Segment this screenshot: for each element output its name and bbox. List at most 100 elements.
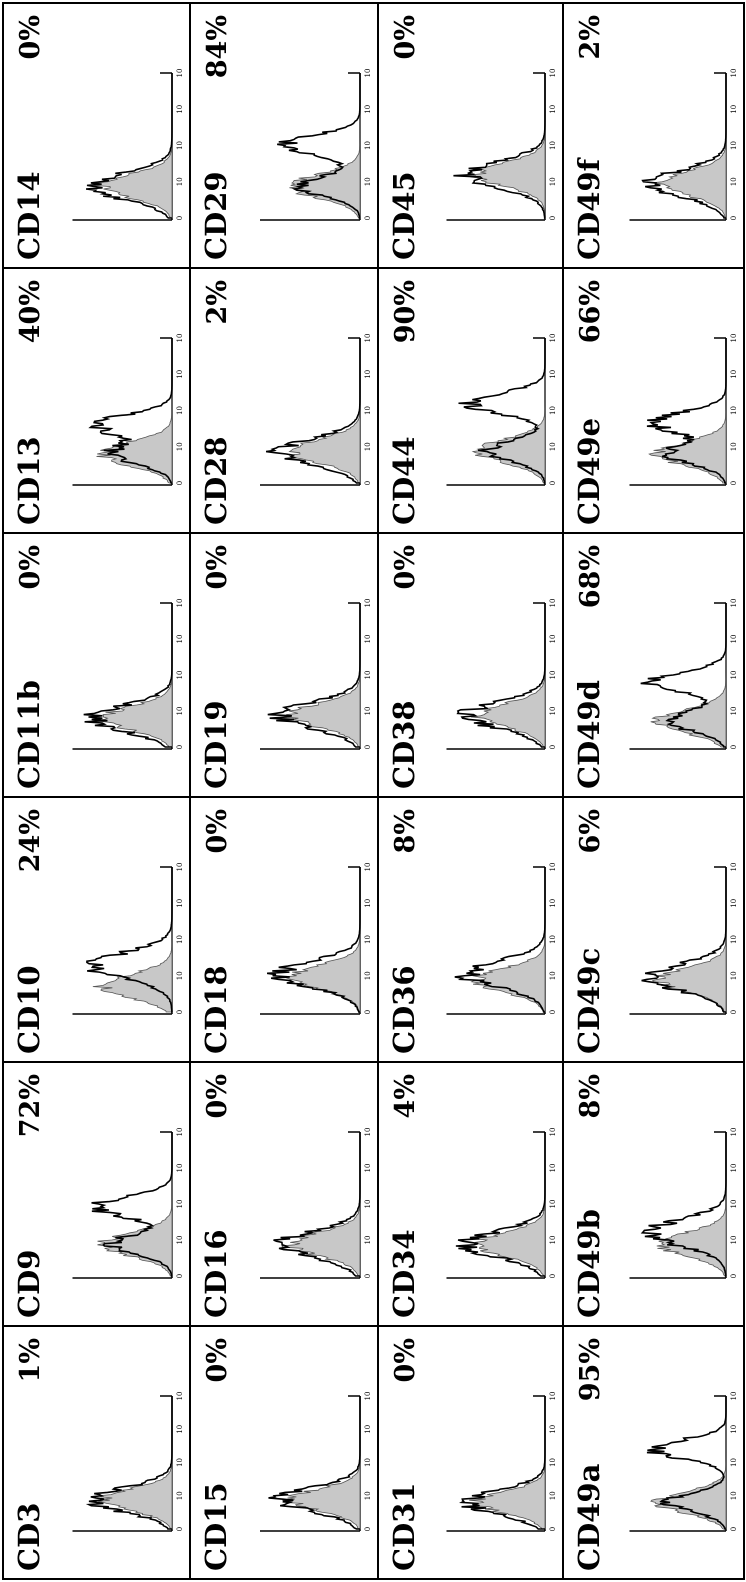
- tick-label: 10: [549, 1392, 557, 1401]
- percent-label: 24%: [15, 809, 46, 872]
- histogram-panel: CD49e 66% 0 10 10 10 10: [572, 280, 738, 525]
- marker-label: CD49d: [572, 680, 606, 789]
- tick-label: 10: [364, 1458, 372, 1467]
- tick-label: 10: [730, 1491, 738, 1500]
- tick-label: 10: [364, 1236, 372, 1245]
- tick-label: 10: [176, 334, 184, 343]
- marker-label: CD19: [199, 700, 233, 789]
- stained-histogram: [266, 867, 361, 1013]
- percent-label: 0%: [390, 545, 421, 589]
- histogram-panel: CD49c 6% 0 10 10 10 10: [572, 809, 738, 1054]
- percent-label: 6%: [575, 809, 606, 853]
- tick-label: 10: [549, 635, 557, 644]
- percent-label: 90%: [390, 280, 421, 343]
- tick-label: 10: [176, 69, 184, 78]
- stained-histogram: [88, 338, 173, 484]
- tick-label: 10: [730, 1392, 738, 1401]
- marker-label: CD44: [387, 436, 421, 525]
- tick-label: 10: [176, 1164, 184, 1173]
- histogram-panel: CD31 0% 0 10 10 10 10: [387, 1338, 557, 1571]
- control-histogram: [96, 338, 173, 484]
- tick-label: 10: [176, 971, 184, 980]
- tick-label: 10: [730, 599, 738, 608]
- tick-label: 10: [176, 671, 184, 680]
- tick-label: 0: [730, 1527, 738, 1531]
- tick-label: 0: [364, 1274, 372, 1278]
- percent-label: 0%: [202, 809, 233, 853]
- marker-label: CD49e: [572, 418, 606, 525]
- stained-histogram: [455, 1132, 546, 1277]
- histogram-panel: CD45 0% 0 10 10 10 10: [387, 15, 557, 260]
- stained-histogram: [85, 73, 173, 219]
- control-histogram: [470, 867, 546, 1013]
- tick-label: 10: [176, 370, 184, 379]
- tick-label: 10: [730, 141, 738, 150]
- tick-label: 10: [730, 971, 738, 980]
- tick-label: 0: [730, 1010, 738, 1014]
- tick-label: 10: [730, 442, 738, 451]
- control-histogram: [652, 867, 727, 1013]
- marker-label: CD15: [199, 1482, 233, 1571]
- histogram-panel: CD49b 8% 0 10 10 10 10: [572, 1074, 738, 1318]
- tick-label: 10: [549, 141, 557, 150]
- tick-label: 10: [176, 935, 184, 944]
- histogram-panel: CD14 0% 0 10 10 10 10: [12, 15, 184, 260]
- tick-label: 10: [364, 141, 372, 150]
- histogram-panel: CD49d 68% 0 10 10 10 10: [572, 545, 738, 789]
- marker-label: CD45: [387, 171, 421, 260]
- tick-label: 10: [730, 899, 738, 908]
- histogram-panel: CD34 4% 0 10 10 10 10: [387, 1074, 557, 1318]
- control-histogram: [650, 603, 727, 748]
- marker-label: CD9: [12, 1250, 46, 1318]
- histogram-panel: CD49f 2% 0 10 10 10 10: [572, 15, 738, 260]
- tick-label: 10: [549, 442, 557, 451]
- stained-histogram: [273, 1132, 361, 1277]
- stained-histogram: [459, 1396, 546, 1530]
- tick-label: 10: [364, 105, 372, 114]
- marker-label: CD3: [12, 1503, 46, 1571]
- tick-label: 10: [549, 1164, 557, 1173]
- tick-label: 10: [176, 863, 184, 872]
- marker-label: CD18: [199, 965, 233, 1054]
- marker-label: CD10: [12, 965, 46, 1054]
- stained-histogram: [268, 1396, 361, 1530]
- marker-label: CD36: [387, 965, 421, 1054]
- tick-label: 10: [176, 177, 184, 186]
- tick-label: 10: [730, 406, 738, 415]
- marker-label: CD34: [387, 1229, 421, 1318]
- tick-label: 10: [549, 177, 557, 186]
- histogram-panel: CD29 84% 0 10 10 10 10: [199, 15, 372, 260]
- control-histogram: [651, 73, 727, 219]
- control-histogram: [283, 603, 361, 748]
- tick-label: 10: [549, 599, 557, 608]
- tick-label: 0: [549, 216, 557, 220]
- marker-label: CD29: [199, 171, 233, 260]
- tick-label: 0: [549, 1010, 557, 1014]
- marker-label: CD31: [387, 1482, 421, 1571]
- histogram-panel: CD44 90% 0 10 10 10 10: [387, 280, 557, 525]
- tick-label: 10: [730, 105, 738, 114]
- tick-label: 0: [549, 1274, 557, 1278]
- marker-label: CD28: [199, 436, 233, 525]
- marker-label: CD16: [199, 1229, 233, 1318]
- marker-label: CD49c: [572, 948, 606, 1054]
- histogram-panel: CD10 24% 0 10 10 10 10: [12, 809, 184, 1054]
- percent-label: 0%: [202, 545, 233, 589]
- control-histogram: [282, 1396, 361, 1530]
- histogram-panel: CD16 0% 0 10 10 10 10: [199, 1074, 372, 1318]
- tick-label: 0: [176, 1527, 184, 1531]
- percent-label: 72%: [15, 1074, 46, 1137]
- tick-label: 10: [730, 863, 738, 872]
- stained-histogram: [641, 73, 727, 219]
- tick-label: 10: [549, 334, 557, 343]
- stained-histogram: [640, 1132, 727, 1277]
- tick-label: 10: [176, 442, 184, 451]
- histogram-panel: CD36 8% 0 10 10 10 10: [387, 809, 557, 1054]
- histogram-panel: CD15 0% 0 10 10 10 10: [199, 1338, 372, 1571]
- tick-label: 10: [176, 707, 184, 716]
- marker-label: CD49a: [572, 1463, 606, 1571]
- histogram-panel: CD3 1% 0 10 10 10 10: [12, 1338, 184, 1571]
- tick-label: 10: [549, 863, 557, 872]
- tick-label: 0: [730, 481, 738, 485]
- tick-label: 10: [364, 899, 372, 908]
